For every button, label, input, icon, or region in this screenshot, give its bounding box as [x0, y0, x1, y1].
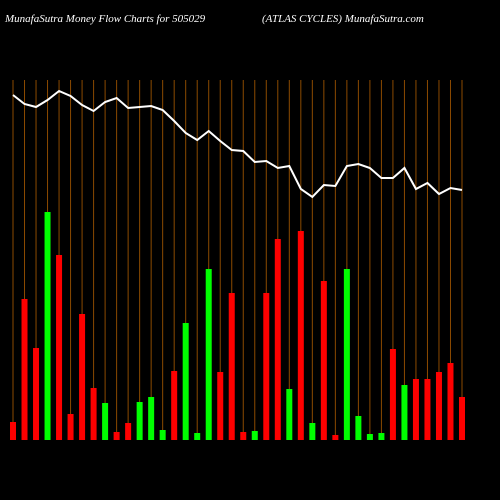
- bar: [102, 403, 109, 440]
- bar: [79, 314, 86, 440]
- bar: [389, 349, 396, 440]
- bar: [263, 293, 270, 440]
- chart-title: MunafaSutra Money Flow Charts for 505029: [4, 13, 206, 25]
- bar: [159, 430, 166, 440]
- bar: [320, 281, 327, 440]
- bar: [148, 397, 155, 440]
- bar: [459, 397, 465, 440]
- bar: [217, 372, 224, 440]
- bar: [21, 299, 28, 440]
- price-line: [12, 89, 463, 199]
- bar: [435, 372, 442, 440]
- bar: [366, 434, 373, 440]
- bar: [10, 422, 16, 440]
- bar: [205, 269, 212, 440]
- bar: [343, 269, 350, 440]
- bar: [297, 231, 304, 440]
- bar: [424, 379, 431, 440]
- bar: [274, 239, 281, 440]
- bar: [228, 293, 235, 440]
- bar: [401, 385, 408, 440]
- bar: [33, 348, 40, 440]
- bar: [182, 323, 189, 440]
- bar: [286, 389, 293, 440]
- bar: [136, 402, 143, 440]
- bar: [378, 433, 385, 440]
- chart-subtitle: (ATLAS CYCLES) MunafaSutra.com: [262, 13, 424, 25]
- bar: [67, 414, 74, 440]
- bar: [412, 379, 419, 440]
- bar: [332, 435, 339, 440]
- bar: [309, 423, 316, 440]
- bar: [251, 431, 258, 440]
- bar: [171, 371, 178, 440]
- bar: [447, 363, 454, 440]
- bar: [355, 416, 362, 440]
- bar: [56, 255, 63, 440]
- bar: [194, 433, 201, 440]
- bar: [113, 432, 120, 440]
- bar: [44, 212, 51, 440]
- bar: [125, 423, 132, 440]
- bar: [240, 432, 247, 440]
- bar: [90, 388, 97, 440]
